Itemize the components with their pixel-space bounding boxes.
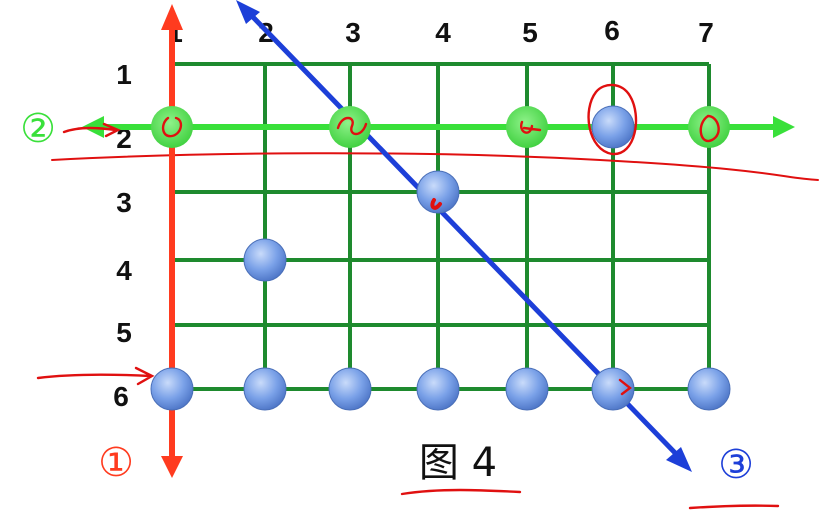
row-label: 6 [113, 381, 129, 412]
annotation-arrow-row-6 [36, 366, 155, 386]
column-label: 7 [698, 17, 714, 48]
column-label: 4 [435, 17, 451, 48]
stone [243, 367, 287, 411]
highlighted-point [329, 106, 371, 148]
column-label: 3 [345, 17, 361, 48]
circled-number-3: ③ [718, 442, 754, 488]
stone [243, 238, 287, 282]
row-labels: 1 2 3 4 5 6 [113, 59, 132, 412]
stone [591, 367, 635, 411]
row-label: 3 [116, 187, 132, 218]
column-label: 5 [522, 17, 538, 48]
circled-number-1: ① [98, 440, 134, 486]
annotation-mark-4 [520, 120, 542, 134]
circled-3-underline [688, 504, 780, 510]
annotation-arrow-row-2 [62, 122, 121, 138]
highlighted-points [151, 106, 730, 148]
stone [687, 367, 731, 411]
row-label: 1 [116, 59, 132, 90]
highlighted-point [151, 106, 193, 148]
stone [416, 367, 460, 411]
highlighted-point [506, 106, 548, 148]
stone [416, 170, 460, 214]
red-annotations [36, 83, 780, 510]
column-label: 6 [604, 15, 620, 46]
annotation-mark-on-stone [430, 198, 442, 210]
stone [591, 105, 635, 149]
annotation-mark-6 [699, 114, 720, 143]
highlighted-point [688, 106, 730, 148]
annotation-mark-1 [161, 116, 183, 138]
stone [150, 367, 194, 411]
circled-number-2: ② [20, 106, 56, 152]
annotation-mark-2 [336, 116, 368, 136]
red-underline-row-2 [51, 152, 819, 181]
annotation-ring-col-6 [587, 83, 638, 156]
caption-underline [400, 488, 522, 496]
row-label: 2 [116, 123, 132, 154]
stones [150, 105, 731, 411]
annotation-mark-bottom [618, 378, 632, 396]
row-label: 4 [116, 255, 132, 286]
row-label: 5 [116, 317, 132, 348]
stone [328, 367, 372, 411]
stone [505, 367, 549, 411]
figure-caption: 图 4 [419, 440, 497, 486]
